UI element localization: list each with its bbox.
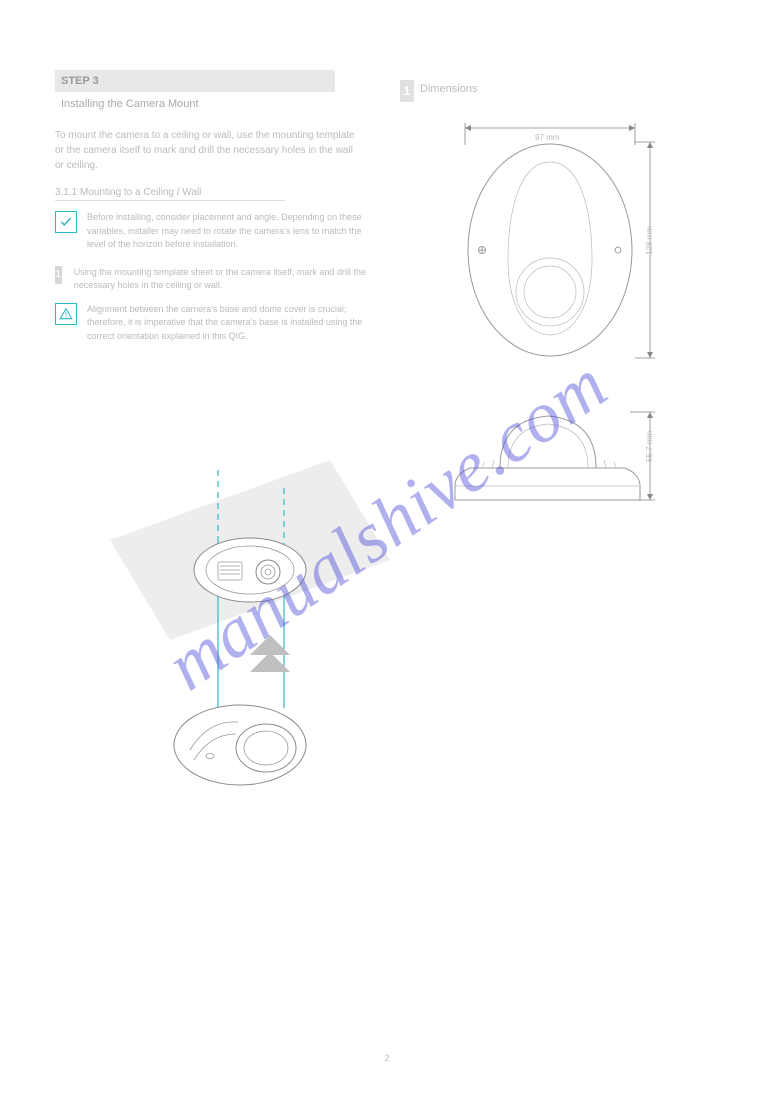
section-number: 1 bbox=[400, 80, 414, 102]
mounting-illustration bbox=[70, 450, 410, 830]
step-1-text: Using the mounting template sheet or the… bbox=[74, 266, 375, 293]
note-check-text: Before installing, consider placement an… bbox=[87, 211, 365, 252]
step-1: 1 Using the mounting template sheet or t… bbox=[55, 266, 375, 293]
subsection-heading: 3.1.1 Mounting to a Ceiling / Wall bbox=[55, 187, 285, 201]
diagram-side-view: 55.7 mm bbox=[440, 390, 660, 520]
page-number: 2 bbox=[0, 1053, 774, 1063]
warning-icon bbox=[55, 303, 77, 325]
step-title: Installing the Camera Mount bbox=[55, 98, 724, 110]
dim-height: 128 mm bbox=[645, 226, 654, 255]
dim-width: 97 mm bbox=[535, 133, 560, 142]
step-label: STEP 3 bbox=[61, 75, 99, 87]
dim-depth: 55.7 mm bbox=[645, 431, 654, 462]
note-check: Before installing, consider placement an… bbox=[55, 211, 365, 252]
step-header-bar: STEP 3 bbox=[55, 70, 335, 92]
page: STEP 3 Installing the Camera Mount 1 Dim… bbox=[0, 0, 774, 1093]
step-1-marker: 1 bbox=[55, 266, 62, 284]
dimensions-label: Dimensions bbox=[420, 83, 477, 95]
diagram-top-view: 97 mm 128 mm bbox=[440, 120, 660, 380]
intro-text: To mount the camera to a ceiling or wall… bbox=[55, 128, 355, 173]
check-icon bbox=[55, 211, 77, 233]
note-warn-text: Alignment between the camera's base and … bbox=[87, 303, 365, 344]
note-warn: Alignment between the camera's base and … bbox=[55, 303, 365, 344]
